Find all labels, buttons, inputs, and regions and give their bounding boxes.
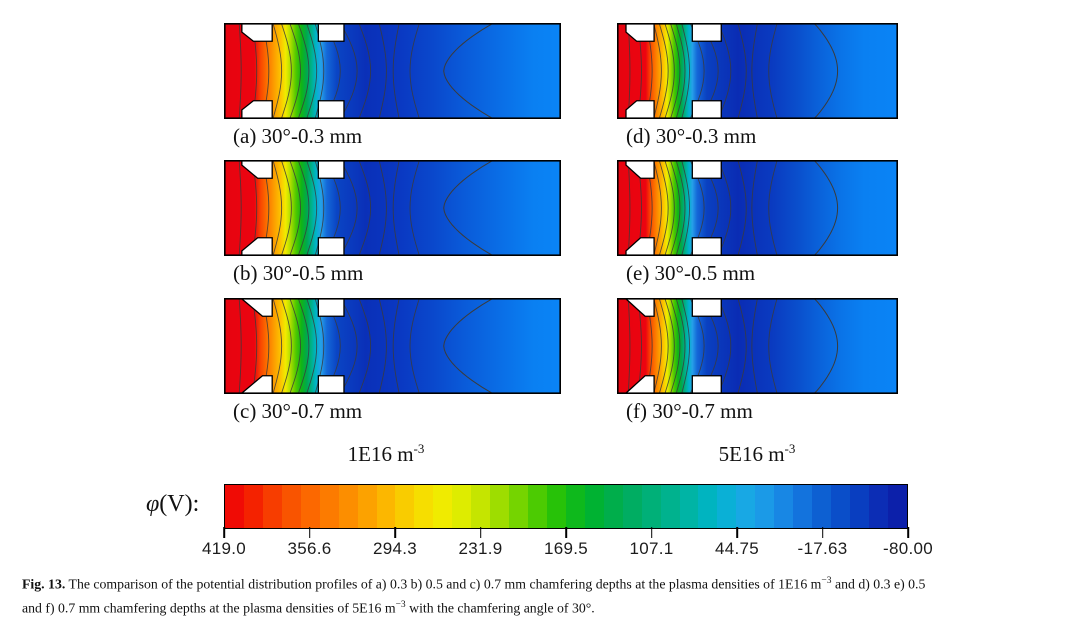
figure-caption: Fig. 13. The comparison of the potential… bbox=[22, 571, 1072, 618]
panel-label-b: (b) 30°-0.5 mm bbox=[233, 261, 364, 285]
contour-plot-c bbox=[224, 298, 561, 394]
colorbar-band bbox=[660, 485, 680, 528]
contour-plot-b-canvas bbox=[224, 160, 561, 256]
colorbar-band bbox=[774, 485, 794, 528]
colorbar-band bbox=[565, 485, 585, 528]
colorbar-band bbox=[319, 485, 339, 528]
caption-text: and f) 0.7 mm chamfering depths at the p… bbox=[22, 600, 396, 616]
tick-label: 44.75 bbox=[714, 539, 760, 558]
caption-superscript: −3 bbox=[395, 599, 406, 610]
contour-plot-f-canvas bbox=[617, 298, 898, 394]
caption-line-2: and f) 0.7 mm chamfering depths at the p… bbox=[22, 595, 1072, 619]
colorbar-band bbox=[603, 485, 623, 528]
colorbar-band bbox=[300, 485, 320, 528]
colorbar-band bbox=[528, 485, 547, 528]
tick-label: -17.63 bbox=[797, 539, 848, 558]
tick-label: -80.00 bbox=[882, 539, 934, 558]
colorbar-band bbox=[698, 485, 718, 528]
colorbar-band bbox=[736, 485, 756, 528]
colorbar-band bbox=[471, 485, 491, 528]
colorbar-band bbox=[831, 485, 850, 528]
tick-mark bbox=[650, 527, 653, 538]
panel-label-d: (d) 30°-0.3 mm bbox=[626, 124, 757, 148]
column-header-5e16-sup: -3 bbox=[784, 441, 796, 456]
colorbar-ticks bbox=[223, 527, 909, 539]
contour-plot-d-canvas bbox=[617, 23, 898, 119]
colorbar-band bbox=[793, 485, 813, 528]
contour-plot-c-canvas bbox=[224, 298, 561, 394]
colorbar-label-rest: (V): bbox=[159, 491, 200, 517]
colorbar-band bbox=[717, 485, 737, 528]
colorbar-label: φ(V): bbox=[146, 491, 199, 518]
tick-mark bbox=[479, 527, 482, 538]
tick-mark bbox=[223, 527, 225, 538]
colorbar-band bbox=[376, 485, 396, 528]
colorbar-band bbox=[395, 485, 415, 528]
colorbar-band bbox=[509, 485, 528, 528]
column-header-5e16: 5E16 m-3 bbox=[719, 441, 796, 467]
colorbar-band bbox=[641, 485, 661, 528]
tick-label: 419.0 bbox=[201, 539, 247, 558]
panel-label-f: (f) 30°-0.7 mm bbox=[626, 399, 753, 423]
colorbar-band bbox=[584, 485, 604, 528]
colorbar-band bbox=[414, 485, 434, 528]
panel-label-c: (c) 30°-0.7 mm bbox=[233, 399, 363, 423]
colorbar-band bbox=[546, 485, 566, 528]
tick-mark bbox=[394, 527, 396, 538]
column-header-5e16-base: 5E16 m bbox=[718, 442, 785, 466]
tick-label: 169.5 bbox=[543, 539, 589, 558]
colorbar-band bbox=[262, 485, 282, 528]
colorbar-band bbox=[622, 485, 642, 528]
tick-label: 294.3 bbox=[372, 539, 418, 558]
tick-mark bbox=[736, 527, 738, 538]
caption-superscript: −3 bbox=[821, 576, 832, 586]
caption-line-1: Fig. 13. The comparison of the potential… bbox=[22, 571, 1072, 595]
tick-label: 107.1 bbox=[629, 539, 674, 558]
colorbar-band bbox=[849, 485, 869, 528]
contour-plot-a bbox=[224, 23, 561, 119]
contour-plot-e bbox=[617, 160, 898, 256]
tick-label: 231.9 bbox=[458, 539, 503, 558]
contour-plot-a-canvas bbox=[224, 23, 561, 119]
contour-plot-d bbox=[617, 23, 898, 119]
contour-plot-f bbox=[617, 298, 898, 394]
caption-text: The comparison of the potential distribu… bbox=[65, 576, 822, 592]
colorbar-band bbox=[452, 485, 472, 528]
colorbar-band bbox=[812, 485, 831, 528]
colorbar-tick-labels: 419.0 356.6 294.3 231.9 169.5 107.1 44.7… bbox=[202, 539, 933, 561]
panel-label-e: (e) 30°-0.5 mm bbox=[626, 261, 756, 285]
colorbar-band bbox=[433, 485, 453, 528]
tick-mark bbox=[907, 527, 909, 538]
colorbar-band bbox=[281, 485, 301, 528]
colorbar-band bbox=[679, 485, 699, 528]
colorbar-band bbox=[243, 485, 263, 528]
panel-label-a: (a) 30°-0.3 mm bbox=[233, 124, 363, 148]
contour-plot-e-canvas bbox=[617, 160, 898, 256]
colorbar-band bbox=[225, 485, 244, 528]
tick-label: 356.6 bbox=[287, 539, 332, 558]
contour-plot-b bbox=[224, 160, 561, 256]
colorbar-gradient bbox=[224, 484, 908, 529]
column-header-1e16: 1E16 m-3 bbox=[348, 441, 425, 467]
colorbar-band bbox=[887, 485, 907, 528]
tick-mark bbox=[308, 527, 311, 538]
tick-mark bbox=[565, 527, 567, 538]
column-header-1e16-base: 1E16 m bbox=[347, 442, 414, 466]
column-header-1e16-sup: -3 bbox=[413, 441, 425, 456]
tick-mark bbox=[821, 527, 824, 538]
colorbar-band bbox=[357, 485, 377, 528]
caption-fig-number: Fig. 13. bbox=[22, 576, 66, 592]
colorbar-band bbox=[755, 485, 775, 528]
colorbar-band bbox=[868, 485, 888, 528]
caption-text: with the chamfering angle of 30°. bbox=[405, 600, 595, 616]
colorbar-band bbox=[338, 485, 358, 528]
phi-symbol: φ bbox=[146, 491, 160, 517]
caption-text: and d) 0.3 e) 0.5 bbox=[831, 576, 926, 592]
colorbar-band bbox=[490, 485, 510, 528]
